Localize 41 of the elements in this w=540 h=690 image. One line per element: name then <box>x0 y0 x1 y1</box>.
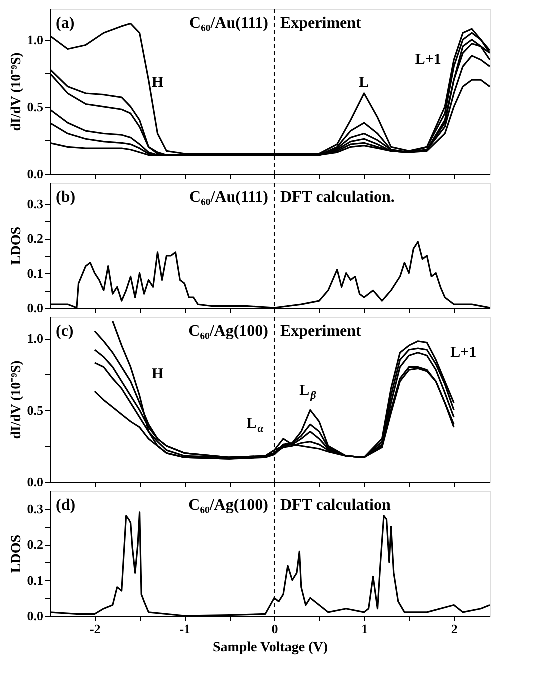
annotation: L+1 <box>450 345 477 362</box>
y-tick-label: 1.0 <box>27 331 44 346</box>
annotation: Experiment <box>280 323 362 340</box>
y-tick-label: 1.0 <box>27 32 44 48</box>
y-tick-label: 0.3 <box>27 196 44 212</box>
y-tick-label: 0.0 <box>27 608 44 624</box>
y-tick-label: 0.0 <box>27 474 44 490</box>
annotation: C₆₀/Au(111) <box>190 15 268 32</box>
annotation: L+1 <box>415 52 442 68</box>
y-axis-title: LDOS <box>9 226 24 266</box>
y-axis-title: dI/dV (10⁻⁹S) <box>9 360 24 440</box>
x-axis-title: Sample Voltage (V) <box>212 640 328 656</box>
x-tick-label: -2 <box>90 622 101 636</box>
y-tick-label: 0.1 <box>27 266 44 281</box>
x-tick-label: 2 <box>451 622 458 636</box>
annotation: L <box>359 75 370 91</box>
x-tick-label: 0 <box>272 622 278 636</box>
y-axis-title: dI/dV (10⁻⁹S) <box>9 52 24 132</box>
annotation: H <box>152 75 164 91</box>
annotation: (d) <box>56 497 76 514</box>
x-tick-label: -1 <box>180 622 191 636</box>
y-tick-label: 0.5 <box>27 402 44 418</box>
annotation: (a) <box>56 15 75 32</box>
y-tick-label: 0.3 <box>27 501 44 516</box>
annotation: (b) <box>56 189 76 206</box>
y-tick-label: 0.0 <box>27 166 44 182</box>
y-tick-label: 0.1 <box>27 572 44 588</box>
x-tick-label: 1 <box>362 622 368 636</box>
annotation: C₆₀/Ag(100) <box>188 323 268 340</box>
annotation: DFT calculation. <box>280 189 395 206</box>
y-tick-label: 0.2 <box>27 231 44 246</box>
annotation: DFT calculation <box>280 497 391 514</box>
annotation: H <box>152 366 164 382</box>
annotation: C₆₀/Au(111) <box>190 189 268 206</box>
y-tick-label: 0.2 <box>27 537 44 552</box>
y-tick-label: 0.0 <box>27 300 44 316</box>
y-axis-title: LDOS <box>9 534 24 574</box>
annotation: (c) <box>56 323 74 340</box>
annotation: Experiment <box>280 15 362 32</box>
y-tick-label: 0.5 <box>27 99 44 114</box>
annotation: C₆₀/Ag(100) <box>188 497 268 514</box>
